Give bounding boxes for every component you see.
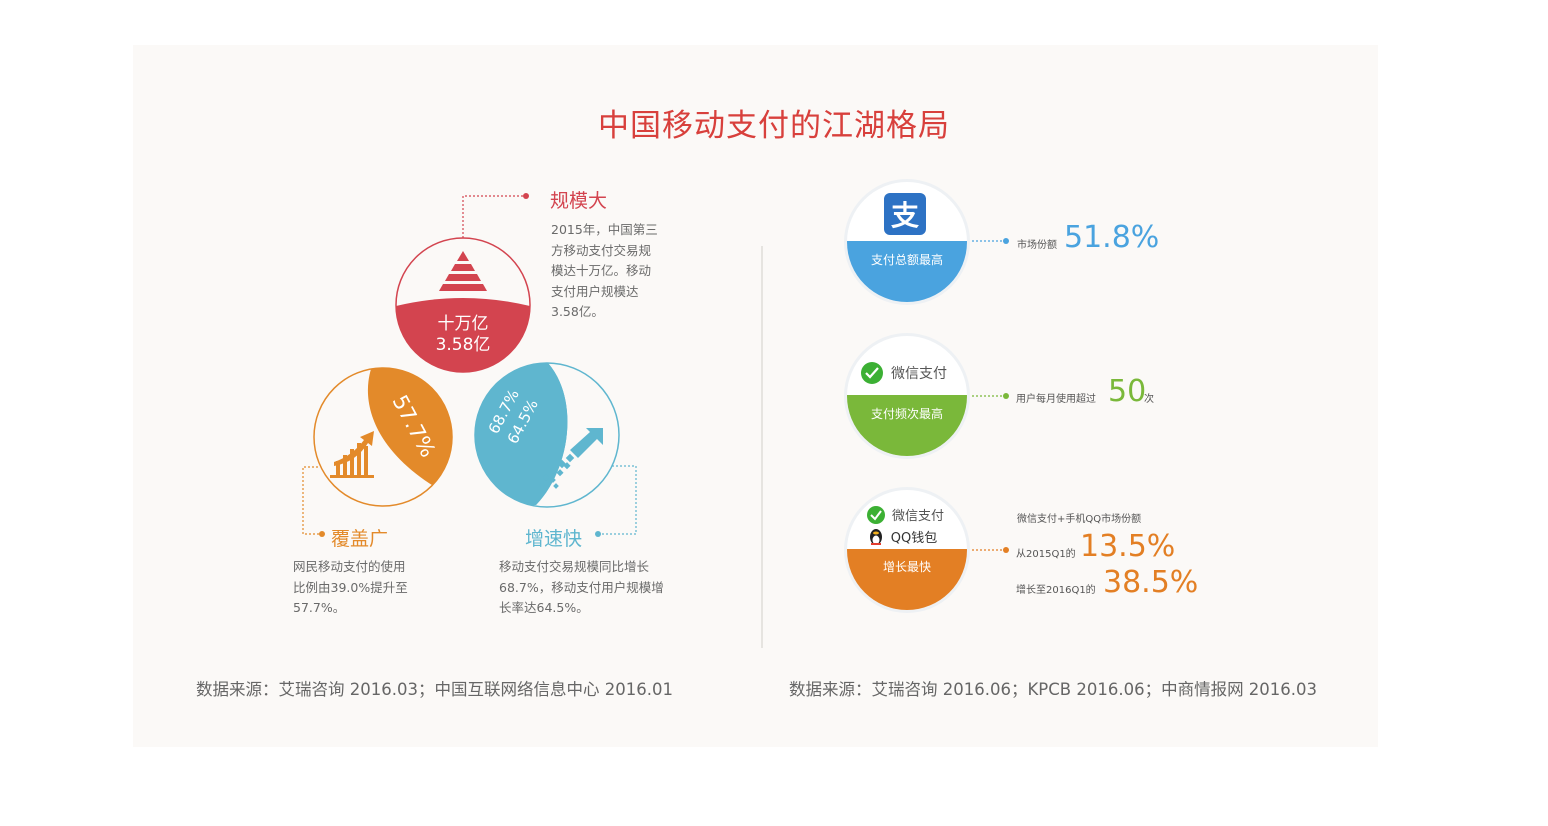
scale-circle-line1: 十万亿 (438, 314, 489, 334)
arrow-up-icon (539, 428, 603, 489)
combo-brand2: QQ钱包 (891, 531, 937, 546)
scale-circle (395, 237, 531, 373)
alipay-band: 支付总额最高 (871, 252, 943, 267)
alipay-circle: 支 (844, 179, 970, 305)
combo-connector-dot (1003, 547, 1009, 553)
wechat-connector-dot (1003, 393, 1009, 399)
combo-band: 增长最快 (883, 560, 931, 574)
wechat-logo-icon (861, 362, 883, 384)
scale-desc: 2015年，中国第三 方移动支付交易规 模达十万亿。移动 支付用户规模达 3.5… (551, 222, 658, 319)
wechat-circle (844, 333, 970, 459)
scale-connector (462, 195, 524, 238)
coverage-heading: 覆盖广 (331, 528, 389, 550)
growth-desc: 移动支付交易规模同比增长 68.7%，移动支付用户规模增 长率达64.5%。 (499, 559, 664, 615)
right-source: 数据来源：艾瑞咨询 2016.06；KPCB 2016.06；中商情报网 201… (789, 680, 1318, 699)
combo-brand1: 微信支付 (892, 509, 944, 524)
scale-connector-dot (523, 193, 529, 199)
left-source: 数据来源：艾瑞咨询 2016.03；中国互联网络信息中心 2016.01 (196, 680, 673, 699)
scale-circle-line2: 3.58亿 (436, 335, 491, 355)
coverage-desc: 网民移动支付的使用 比例由39.0%提升至 57.7%。 (293, 559, 408, 615)
growth-chart-icon (330, 431, 374, 478)
combo-header: 微信支付+手机QQ市场份额 (1017, 514, 1142, 525)
wechat-band: 支付频次最高 (871, 406, 943, 421)
wechat-small-icon (867, 506, 885, 524)
svg-text:支: 支 (891, 199, 919, 232)
growth-connector-dot (595, 531, 601, 537)
wechat-label: 用户每月使用超过 (1016, 394, 1096, 405)
qq-penguin-icon (870, 529, 882, 545)
combo-from-label: 从2015Q1的 (1016, 549, 1076, 560)
combo-to-value: 38.5% (1103, 565, 1199, 600)
combo-circle (844, 487, 970, 613)
growth-connector (600, 465, 637, 535)
wechat-brand: 微信支付 (891, 366, 947, 382)
coverage-connector-dot (319, 531, 325, 537)
growth-heading: 增速快 (525, 528, 583, 550)
page-title: 中国移动支付的江湖格局 (598, 108, 950, 144)
coverage-connector (302, 466, 320, 535)
combo-to-label: 增长至2016Q1的 (1016, 585, 1096, 596)
alipay-value: 51.8% (1064, 220, 1160, 255)
alipay-connector-dot (1003, 238, 1009, 244)
wechat-unit: 次 (1144, 394, 1154, 405)
wechat-value: 50 (1108, 374, 1147, 409)
pyramid-icon (439, 251, 487, 291)
growth-circle (474, 362, 620, 508)
alipay-label: 市场份额 (1017, 240, 1057, 251)
alipay-logo-icon: 支 (884, 193, 926, 235)
combo-from-value: 13.5% (1080, 529, 1176, 564)
scale-heading: 规模大 (550, 190, 608, 212)
